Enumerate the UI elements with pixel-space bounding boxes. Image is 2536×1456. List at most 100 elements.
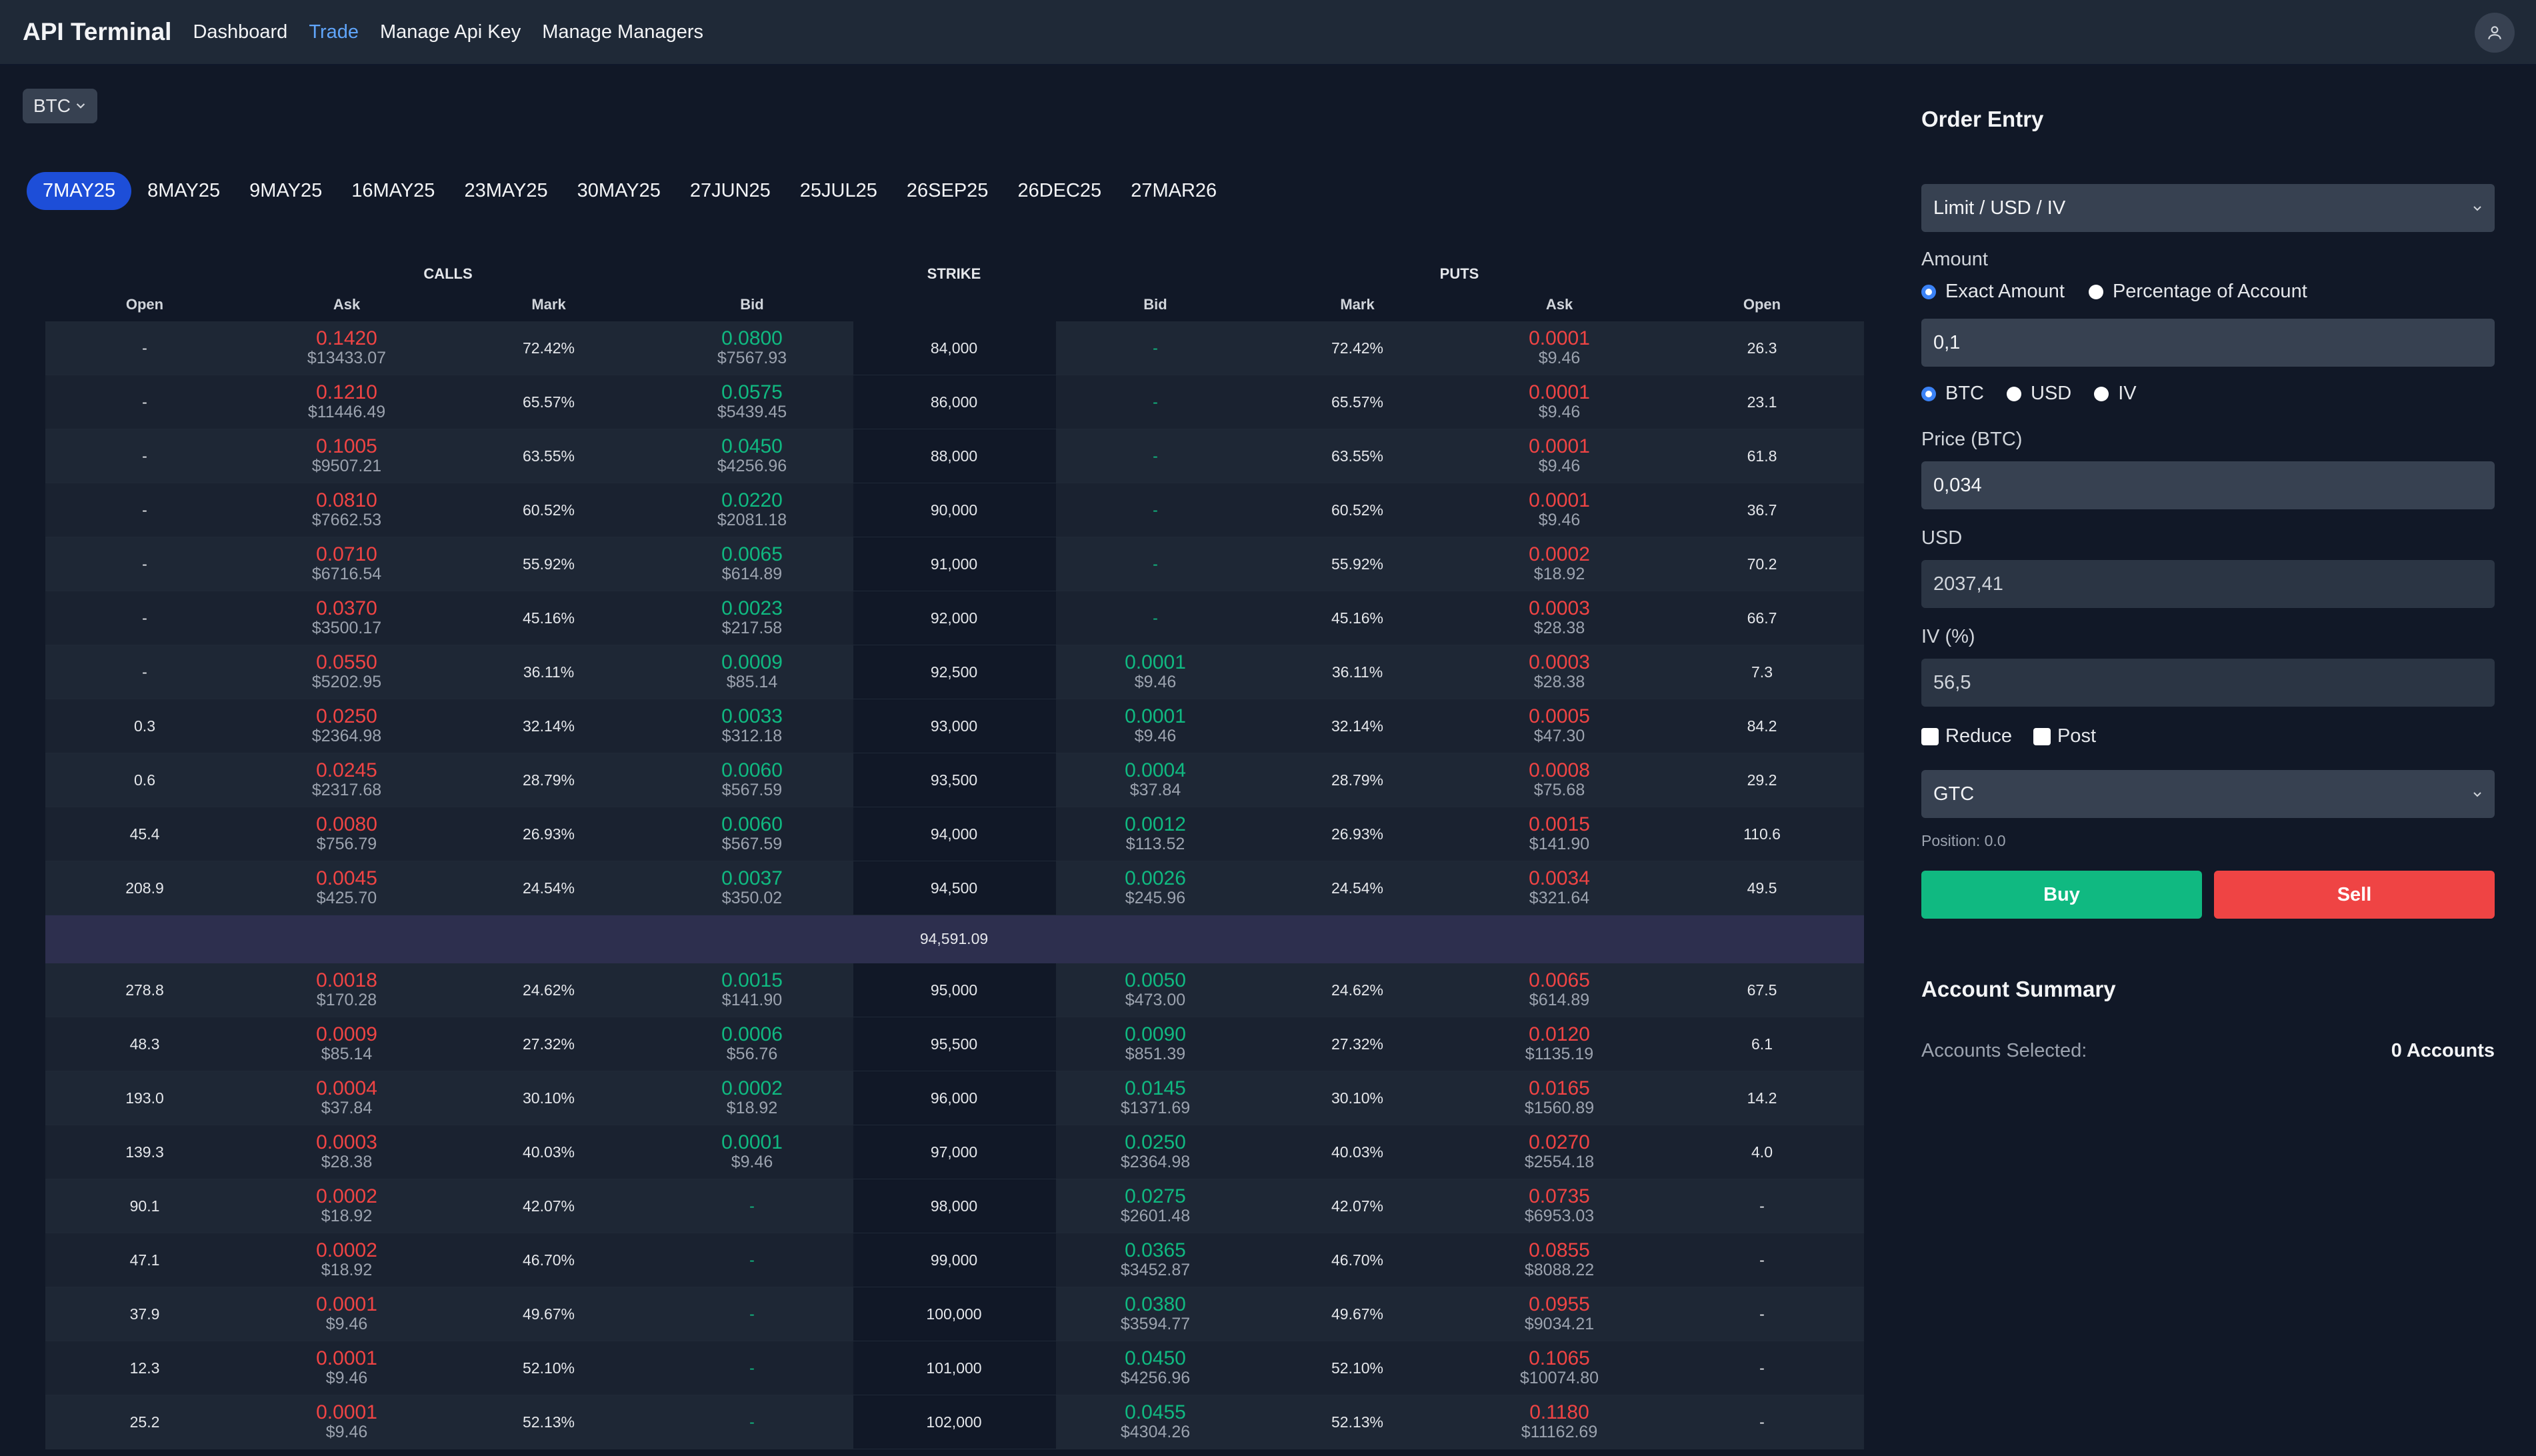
put-bid-cell[interactable]: 0.0001 $9.46 [1125,645,1186,699]
call-bid-cell[interactable]: - [749,1287,755,1341]
post-checkbox[interactable] [2033,727,2051,745]
price-input[interactable]: 0,034 [1921,461,2495,509]
put-ask-cell[interactable]: 0.0001 $9.46 [1529,321,1590,375]
call-ask-cell[interactable]: 0.0003 $28.38 [316,1125,377,1179]
put-bid-cell[interactable]: 0.0001 $9.46 [1125,699,1186,753]
call-bid-cell[interactable]: 0.0065 $614.89 [721,537,783,591]
put-ask-cell[interactable]: 0.0015 $141.90 [1529,807,1590,861]
unit-btc-radio[interactable] [1921,386,1936,401]
call-bid-cell[interactable]: 0.0060 $567.59 [721,807,783,861]
put-bid-cell[interactable]: - [1153,321,1158,375]
call-ask-cell[interactable]: 0.0001 $9.46 [316,1287,377,1341]
put-bid-cell[interactable]: 0.0455 $4304.26 [1121,1395,1190,1449]
order-type-select[interactable]: Limit / USD / IV [1921,184,2495,232]
put-ask-cell[interactable]: 0.0735 $6953.03 [1525,1179,1594,1233]
expiry-tab-25jul25[interactable]: 25JUL25 [799,180,877,201]
put-ask-cell[interactable]: 0.0065 $614.89 [1529,963,1590,1017]
put-bid-cell[interactable]: - [1153,537,1158,591]
nav-dashboard[interactable]: Dashboard [193,21,288,43]
put-bid-cell[interactable]: 0.0450 $4256.96 [1121,1341,1190,1395]
call-ask-cell[interactable]: 0.0009 $85.14 [316,1017,377,1071]
iv-input[interactable]: 56,5 [1921,659,2495,707]
put-bid-cell[interactable]: 0.0275 $2601.48 [1121,1179,1190,1233]
expiry-tab-27jun25[interactable]: 27JUN25 [689,180,771,201]
call-bid-cell[interactable]: 0.0001 $9.46 [721,1125,783,1179]
put-ask-cell[interactable]: 0.0955 $9034.21 [1525,1287,1594,1341]
put-bid-cell[interactable]: 0.0145 $1371.69 [1121,1071,1190,1125]
amount-input[interactable]: 0,1 [1921,319,2495,367]
call-ask-cell[interactable]: 0.0004 $37.84 [316,1071,377,1125]
put-bid-cell[interactable]: - [1153,429,1158,483]
call-ask-cell[interactable]: 0.0370 $3500.17 [312,591,381,645]
call-bid-cell[interactable]: 0.0800 $7567.93 [717,321,787,375]
exact-amount-radio[interactable] [1921,284,1936,299]
put-bid-cell[interactable]: 0.0026 $245.96 [1125,861,1186,915]
reduce-checkbox[interactable] [1921,727,1939,745]
call-bid-cell[interactable]: 0.0002 $18.92 [721,1071,783,1125]
user-menu-button[interactable] [2475,13,2515,53]
put-ask-cell[interactable]: 0.0003 $28.38 [1529,591,1590,645]
expiry-tab-9may25[interactable]: 9MAY25 [249,180,323,201]
put-bid-cell[interactable]: 0.0250 $2364.98 [1121,1125,1190,1179]
call-ask-cell[interactable]: 0.0550 $5202.95 [312,645,381,699]
expiry-tab-8may25[interactable]: 8MAY25 [147,180,221,201]
put-bid-cell[interactable]: 0.0004 $37.84 [1125,753,1186,807]
call-ask-cell[interactable]: 0.0245 $2317.68 [312,753,381,807]
put-ask-cell[interactable]: 0.1180 $11162.69 [1521,1395,1597,1449]
expiry-tab-26sep25[interactable]: 26SEP25 [906,180,989,201]
put-ask-cell[interactable]: 0.0005 $47.30 [1529,699,1590,753]
call-ask-cell[interactable]: 0.0710 $6716.54 [312,537,381,591]
call-ask-cell[interactable]: 0.1210 $11446.49 [308,375,385,429]
put-ask-cell[interactable]: 0.0008 $75.68 [1529,753,1590,807]
put-ask-cell[interactable]: 0.0002 $18.92 [1529,537,1590,591]
put-ask-cell[interactable]: 0.0855 $8088.22 [1525,1233,1594,1287]
put-bid-cell[interactable]: 0.0050 $473.00 [1125,963,1186,1017]
call-bid-cell[interactable]: - [749,1395,755,1449]
expiry-tab-16may25[interactable]: 16MAY25 [351,180,435,201]
sell-button[interactable]: Sell [2214,871,2495,919]
usd-input[interactable]: 2037,41 [1921,560,2495,608]
expiry-tab-23may25[interactable]: 23MAY25 [464,180,548,201]
call-ask-cell[interactable]: 0.0002 $18.92 [316,1233,377,1287]
call-bid-cell[interactable]: - [749,1341,755,1395]
call-ask-cell[interactable]: 0.1420 $13433.07 [307,321,386,375]
call-bid-cell[interactable]: 0.0009 $85.14 [721,645,783,699]
call-ask-cell[interactable]: 0.0018 $170.28 [316,963,377,1017]
call-ask-cell[interactable]: 0.0250 $2364.98 [312,699,381,753]
call-bid-cell[interactable]: 0.0006 $56.76 [721,1017,783,1071]
nav-manage-api-key[interactable]: Manage Api Key [380,21,521,43]
put-ask-cell[interactable]: 0.0001 $9.46 [1529,375,1590,429]
call-bid-cell[interactable]: 0.0037 $350.02 [721,861,783,915]
asset-select[interactable]: BTC [23,89,97,123]
call-ask-cell[interactable]: 0.0001 $9.46 [316,1395,377,1449]
put-ask-cell[interactable]: 0.0001 $9.46 [1529,429,1590,483]
put-bid-cell[interactable]: 0.0012 $113.52 [1125,807,1186,861]
call-bid-cell[interactable]: 0.0575 $5439.45 [717,375,787,429]
put-ask-cell[interactable]: 0.0034 $321.64 [1529,861,1590,915]
call-bid-cell[interactable]: 0.0015 $141.90 [721,963,783,1017]
call-ask-cell[interactable]: 0.0810 $7662.53 [312,483,381,537]
put-ask-cell[interactable]: 0.0270 $2554.18 [1525,1125,1594,1179]
call-bid-cell[interactable]: 0.0023 $217.58 [721,591,783,645]
call-bid-cell[interactable]: 0.0060 $567.59 [721,753,783,807]
expiry-tab-7may25[interactable]: 7MAY25 [27,172,132,210]
call-bid-cell[interactable]: 0.0033 $312.18 [721,699,783,753]
put-ask-cell[interactable]: 0.0165 $1560.89 [1525,1071,1594,1125]
unit-iv-radio[interactable] [2094,386,2109,401]
call-bid-cell[interactable]: - [749,1233,755,1287]
put-bid-cell[interactable]: 0.0380 $3594.77 [1121,1287,1190,1341]
call-bid-cell[interactable]: - [749,1179,755,1233]
call-ask-cell[interactable]: 0.0045 $425.70 [316,861,377,915]
nav-trade[interactable]: Trade [309,21,359,43]
tif-select[interactable]: GTC [1921,770,2495,818]
call-ask-cell[interactable]: 0.1005 $9507.21 [312,429,381,483]
call-ask-cell[interactable]: 0.0001 $9.46 [316,1341,377,1395]
nav-manage-managers[interactable]: Manage Managers [542,21,704,43]
expiry-tab-30may25[interactable]: 30MAY25 [577,180,661,201]
buy-button[interactable]: Buy [1921,871,2202,919]
expiry-tab-26dec25[interactable]: 26DEC25 [1017,180,1102,201]
put-ask-cell[interactable]: 0.0001 $9.46 [1529,483,1590,537]
put-bid-cell[interactable]: - [1153,483,1158,537]
put-ask-cell[interactable]: 0.1065 $10074.80 [1520,1341,1599,1395]
unit-usd-radio[interactable] [2007,386,2021,401]
